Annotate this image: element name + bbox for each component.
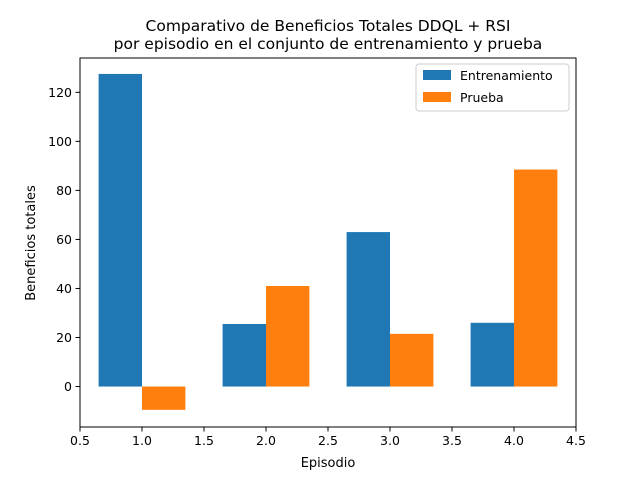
x-axis-label: Episodio	[301, 456, 356, 471]
legend-swatch-prueba	[423, 92, 451, 102]
x-axis-ticks: 0.5 1.0 1.5 2.0 2.5 3.0 3.5 4.0 4.5	[70, 427, 586, 448]
bar-prueba-episodio-2	[266, 286, 310, 387]
x-tick-label: 3.0	[380, 433, 400, 448]
x-tick-label: 2.0	[256, 433, 276, 448]
x-tick-label: 4.5	[566, 433, 586, 448]
y-tick-label: 0	[64, 379, 72, 394]
bar-entrenamiento-episodio-3	[346, 232, 390, 387]
y-tick-label: 60	[56, 232, 72, 247]
legend-box	[415, 63, 570, 112]
plot-area-frame	[79, 57, 577, 428]
legend-swatch-entrenamiento	[423, 70, 451, 80]
y-tick-label: 40	[56, 281, 72, 296]
x-tick-label: 2.5	[318, 433, 338, 448]
y-tick-label: 100	[48, 134, 72, 149]
y-tick-label: 120	[48, 85, 72, 100]
x-tick-label: 4.0	[504, 433, 524, 448]
y-tick-label: 20	[56, 330, 72, 345]
bar-prueba-episodio-1	[142, 386, 186, 410]
bar-prueba-episodio-3	[390, 333, 434, 387]
chart-title-line-1: Comparativo de Beneficios Totales DDQL +…	[146, 17, 511, 35]
x-tick-label: 1.0	[132, 433, 152, 448]
legend-label-prueba: Prueba	[460, 90, 504, 105]
y-axis-label: Beneficios totales	[24, 185, 39, 301]
bar-prueba-episodio-4	[514, 169, 558, 387]
legend-label-entrenamiento: Entrenamiento	[460, 68, 553, 83]
bars-group	[98, 73, 558, 410]
bar-entrenamiento-episodio-4	[470, 322, 514, 387]
x-tick-label: 1.5	[194, 433, 214, 448]
bar-entrenamiento-episodio-2	[222, 324, 266, 387]
y-tick-label: 80	[56, 183, 72, 198]
x-tick-label: 0.5	[70, 433, 90, 448]
x-tick-label: 3.5	[442, 433, 462, 448]
y-axis-ticks: 0 20 40 60 80 100 120	[48, 85, 80, 394]
bar-entrenamiento-episodio-1	[98, 73, 142, 387]
chart-title-line-2: por episodio en el conjunto de entrenami…	[114, 35, 543, 53]
legend: Entrenamiento Prueba	[415, 63, 570, 112]
